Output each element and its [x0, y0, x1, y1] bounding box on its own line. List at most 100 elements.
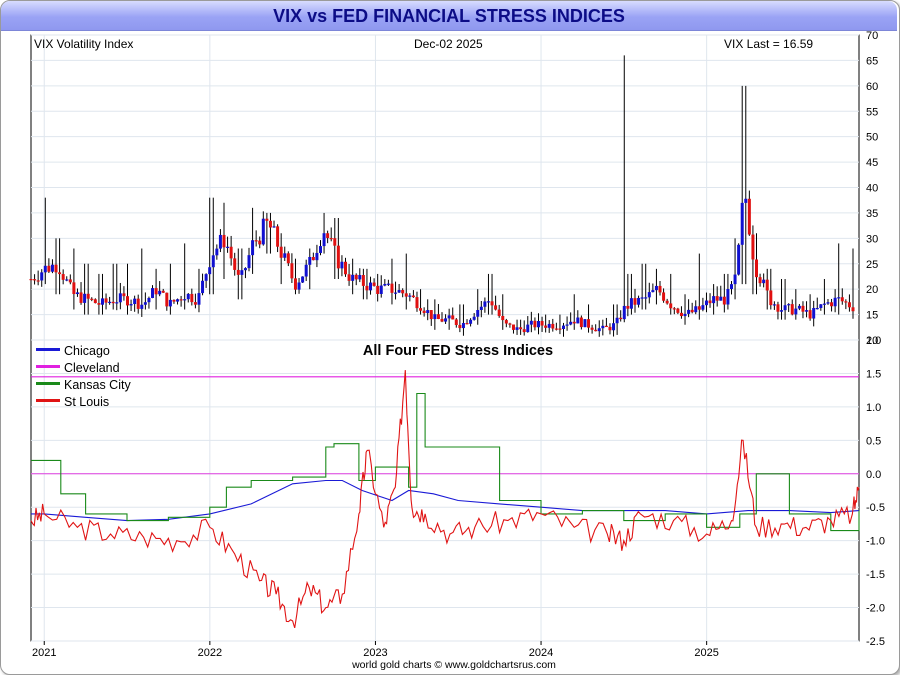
vix-candle-body	[40, 272, 44, 281]
stress-panel-title: All Four FED Stress Indices	[363, 343, 553, 359]
vix-candle-body	[833, 297, 837, 307]
vix-candle-body	[819, 304, 823, 308]
vix-candle-body	[165, 292, 169, 307]
vix-candle-body	[504, 320, 508, 324]
vix-candle-body	[458, 324, 462, 329]
vix-candle-body	[576, 317, 580, 324]
vix-candle-body	[86, 293, 90, 299]
vix-candle-body	[201, 280, 205, 294]
vix-candle-body	[247, 255, 251, 269]
vix-candle-body	[522, 329, 526, 333]
stress-panel-frame	[30, 339, 860, 642]
vix-candle-body	[376, 285, 380, 294]
vix-candle-body	[218, 234, 222, 249]
vix-candle-body	[397, 290, 401, 293]
vix-candle-body	[408, 295, 412, 297]
vix-candle-body	[254, 240, 258, 242]
vix-candle-body	[797, 305, 801, 309]
vix-candle-body	[844, 301, 848, 303]
vix-candle-body	[637, 297, 641, 305]
vix-candle-body	[758, 277, 762, 284]
vix-candle-body	[272, 226, 276, 228]
vix-candle-body	[222, 234, 226, 248]
vix-candle-body	[551, 323, 555, 329]
vix-candle-body	[672, 308, 676, 310]
vix-candle-body	[465, 323, 469, 325]
vix-tick-label: 30	[866, 233, 878, 245]
vix-candle-body	[154, 288, 158, 295]
vix-candle-body	[372, 282, 376, 286]
vix-candle-body	[765, 279, 769, 291]
vix-candle-body	[333, 238, 337, 246]
vix-candle-body	[326, 233, 330, 239]
vix-candle-body	[508, 323, 512, 325]
vix-candle-body	[651, 290, 655, 293]
stress-lines	[30, 370, 860, 629]
vix-candle-body	[454, 319, 458, 325]
vix-candle-body	[283, 253, 287, 258]
vix-candle-body	[386, 283, 390, 285]
vix-candle-body	[647, 292, 651, 298]
vix-candle-body	[440, 318, 444, 322]
vix-candle-body	[697, 306, 701, 310]
vix-candle-body	[558, 328, 562, 330]
vix-candle-body	[125, 296, 129, 306]
vix-candle-body	[536, 320, 540, 328]
vix-candle-body	[494, 305, 498, 310]
vix-candle-body	[747, 198, 751, 235]
vix-candle-body	[851, 307, 855, 312]
vix-candle-body	[394, 292, 398, 294]
vix-candle-body	[622, 305, 626, 320]
vix-candle-body	[583, 319, 587, 328]
vix-candle-body	[83, 293, 87, 303]
vix-candle-body	[61, 274, 65, 280]
vix-candle-body	[50, 264, 54, 272]
vix-candle-body	[311, 256, 315, 261]
vix-candle-body	[511, 324, 515, 330]
vix-y-axis: 10 15 20 25 30 35 40 45 50 55 60 65 70	[866, 30, 878, 347]
stress-tick-label: -2.0	[866, 603, 885, 615]
legend-swatch-kansas-city	[36, 382, 60, 385]
vix-candle-body	[708, 300, 712, 304]
vix-candle-body	[776, 304, 780, 312]
vix-candle-body	[308, 256, 312, 265]
vix-candle-body	[118, 293, 122, 303]
vix-candle-body	[594, 329, 598, 332]
vix-candle-body	[179, 299, 183, 301]
vix-candle-body	[479, 306, 483, 311]
vix-candle-body	[847, 302, 851, 308]
vix-candle-body	[344, 261, 348, 275]
vix-candle-body	[176, 299, 180, 302]
vix-candle-body	[208, 267, 212, 275]
vix-candle-body	[554, 328, 558, 330]
legend: Chicago Cleveland Kansas City St Louis	[36, 344, 131, 409]
vix-candle-body	[261, 218, 265, 245]
vix-candle-body	[293, 278, 297, 290]
vix-candle-body	[679, 312, 683, 317]
vix-candle-body	[565, 324, 569, 326]
vix-candles	[29, 55, 855, 337]
vix-candle-body	[626, 305, 630, 309]
vix-candle-body	[233, 258, 237, 270]
vix-candle-body	[687, 309, 691, 314]
x-tick-label: 2024	[529, 647, 553, 659]
legend-swatch-st-louis	[36, 399, 60, 402]
vix-candle-body	[579, 317, 583, 328]
vix-candle-body	[161, 290, 165, 293]
vix-candle-body	[379, 285, 383, 294]
vix-candle-body	[226, 246, 230, 248]
vix-candle-body	[204, 274, 208, 281]
vix-candle-body	[694, 306, 698, 313]
vix-candle-body	[447, 315, 451, 319]
vix-candle-body	[108, 301, 112, 304]
vix-candle-body	[297, 282, 301, 290]
vix-candle-body	[183, 299, 187, 301]
stress-tick-label: -2.5	[866, 636, 885, 648]
vix-candle-body	[815, 307, 819, 310]
vix-candle-body	[733, 274, 737, 285]
vix-candle-body	[669, 303, 673, 309]
vix-candle-body	[336, 245, 340, 269]
vix-candle-body	[612, 323, 616, 331]
vix-candle-body	[33, 279, 37, 281]
